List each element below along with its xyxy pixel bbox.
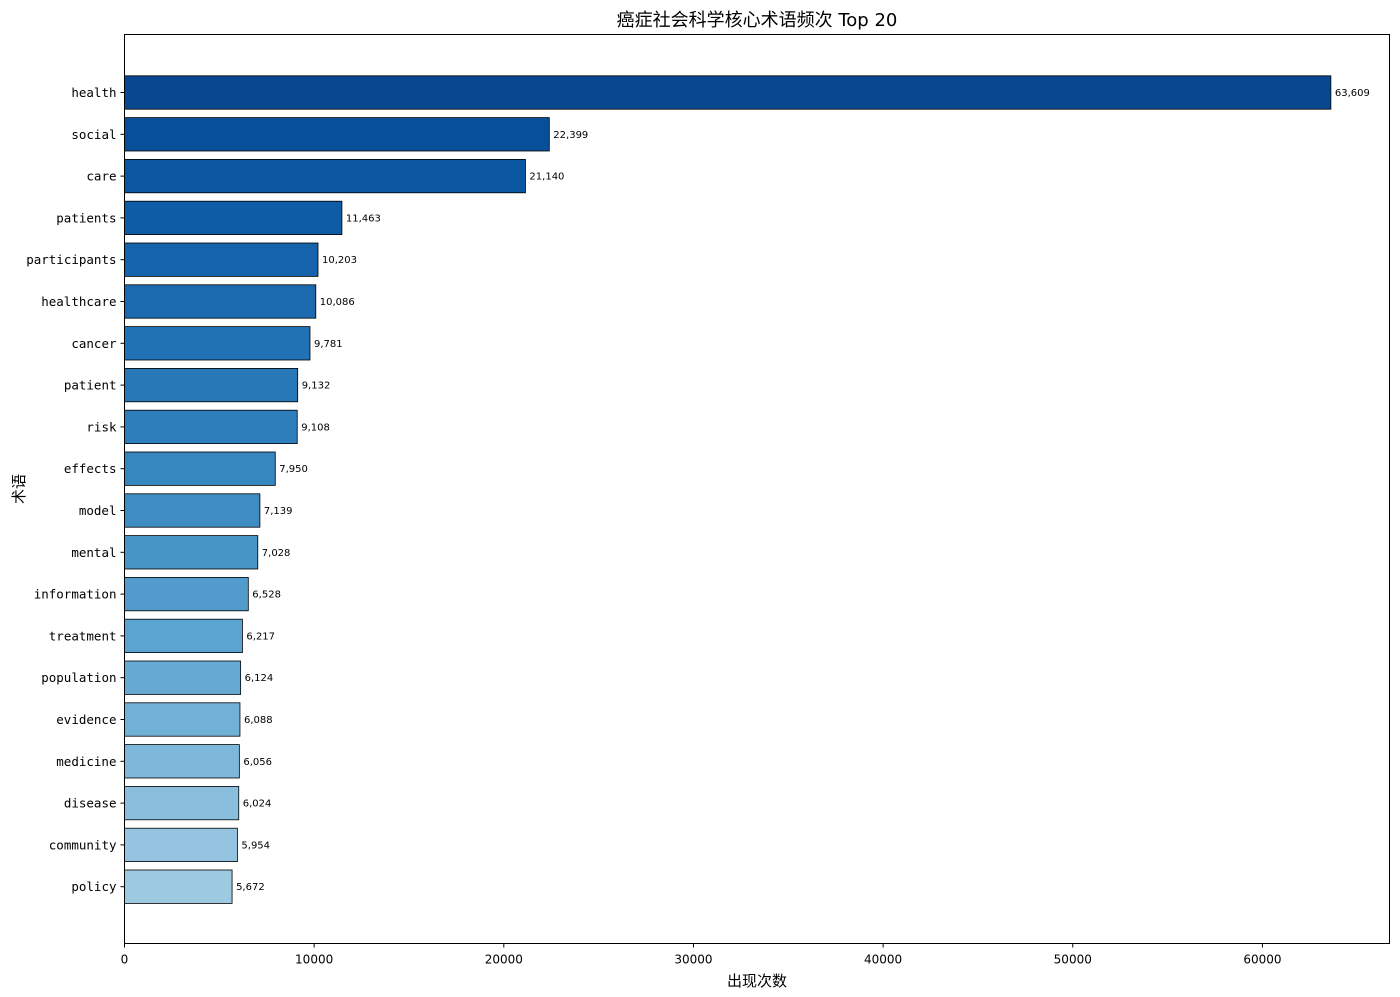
x-axis-label: 出现次数 (727, 972, 787, 990)
y-tick-label-risk: risk (86, 419, 117, 434)
value-label-community: 5,954 (241, 840, 270, 851)
bar-treatment (124, 618, 243, 654)
bar-risk (124, 409, 298, 445)
y-tick-label-care: care (86, 169, 116, 184)
value-label-care: 21,140 (529, 172, 564, 183)
x-tick-label-30000: 30000 (674, 953, 712, 967)
bars-layer (124, 75, 1332, 904)
bar-effects (124, 451, 276, 486)
x-tick-label-50000: 50000 (1054, 953, 1092, 967)
bar-community (124, 827, 238, 863)
x-tick-label-40000: 40000 (864, 953, 902, 967)
value-label-information: 6,528 (252, 590, 281, 601)
plot-frame (124, 34, 1390, 944)
value-label-cancer: 9,781 (314, 339, 343, 350)
bar-information (124, 577, 249, 612)
y-tick-label-mental: mental (71, 545, 116, 560)
bar-care (124, 158, 526, 194)
value-label-health: 63,609 (1335, 88, 1370, 99)
bar-policy (124, 869, 233, 904)
y-tick-label-community: community (49, 837, 117, 852)
bar-participants (124, 242, 319, 277)
y-axis-ticks: health social care patients participants heal… (26, 85, 125, 894)
bar-evidence (124, 702, 241, 737)
y-tick-label-population: population (41, 670, 116, 685)
y-tick-label-evidence: evidence (56, 712, 116, 727)
y-tick-label-social: social (71, 127, 116, 142)
value-label-mental: 7,028 (262, 548, 291, 559)
value-label-social: 22,399 (553, 130, 588, 141)
value-label-disease: 6,024 (243, 799, 272, 810)
bar-health (124, 75, 1332, 110)
y-tick-label-policy: policy (71, 879, 117, 894)
y-tick-label-medicine: medicine (56, 754, 116, 769)
bar-patient (124, 367, 299, 403)
y-tick-label-disease: disease (64, 796, 117, 811)
value-label-evidence: 6,088 (244, 715, 273, 726)
value-label-patient: 9,132 (302, 381, 331, 392)
y-tick-label-model: model (79, 503, 117, 518)
value-label-treatment: 6,217 (246, 631, 275, 642)
bar-social (124, 117, 550, 152)
y-tick-label-patient: patient (64, 378, 117, 393)
x-tick-label-0: 0 (121, 953, 129, 967)
bar-population (124, 660, 242, 695)
value-label-population: 6,124 (245, 673, 274, 684)
value-label-medicine: 6,056 (243, 757, 272, 768)
y-tick-label-participants: participants (26, 252, 116, 267)
y-tick-label-cancer: cancer (71, 336, 117, 351)
value-label-model: 7,139 (264, 506, 293, 517)
bar-mental (124, 535, 259, 570)
y-tick-label-health: health (71, 85, 116, 100)
bar-disease (124, 786, 240, 821)
x-tick-label-10000: 10000 (295, 953, 333, 967)
x-tick-label-20000: 20000 (485, 953, 523, 967)
y-axis-label: 术语 (10, 474, 28, 504)
value-label-risk: 9,108 (301, 422, 330, 433)
x-axis-ticks: 0 10000 20000 30000 40000 50000 60000 (121, 943, 1282, 967)
bar-cancer (124, 326, 311, 361)
y-tick-label-effects: effects (64, 461, 117, 476)
value-labels-layer: 63,609 22,399 21,140 11,463 10,203 10,086 9,78… (236, 88, 1370, 893)
chart-title: 癌症社会科学核心术语频次 Top 20 (617, 10, 898, 31)
value-label-patients: 11,463 (346, 213, 381, 224)
value-label-policy: 5,672 (236, 882, 265, 893)
y-tick-label-patients: patients (56, 210, 116, 225)
y-tick-label-healthcare: healthcare (41, 294, 116, 309)
bar-medicine (124, 744, 240, 779)
y-tick-label-information: information (34, 587, 117, 602)
bar-model (124, 493, 261, 528)
value-label-effects: 7,950 (279, 464, 308, 475)
x-tick-label-60000: 60000 (1243, 953, 1281, 967)
value-label-healthcare: 10,086 (320, 297, 355, 308)
bar-patients (124, 200, 343, 235)
value-label-participants: 10,203 (322, 255, 357, 266)
bar-healthcare (124, 284, 317, 319)
y-tick-label-treatment: treatment (49, 628, 117, 643)
